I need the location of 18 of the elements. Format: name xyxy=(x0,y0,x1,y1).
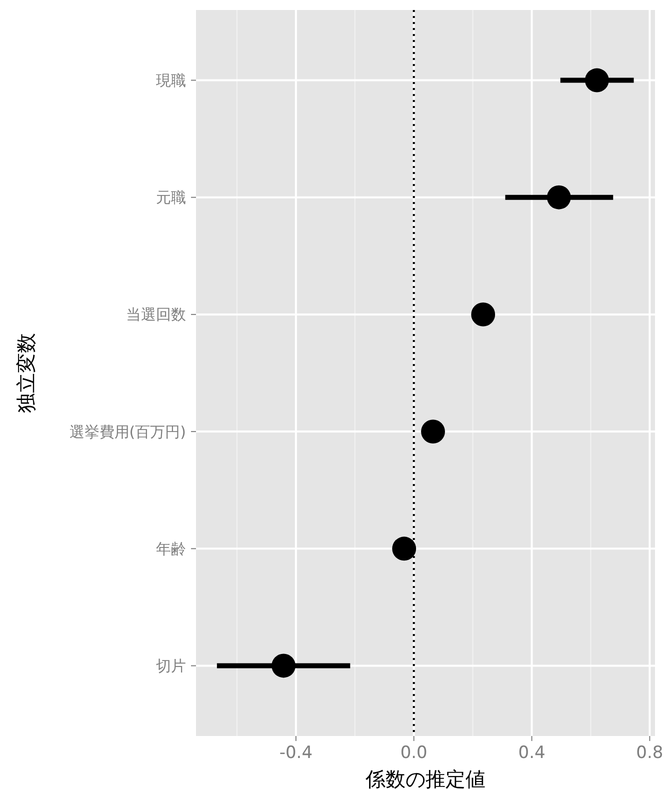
point xyxy=(584,68,609,92)
y-tick-label: 切片 xyxy=(156,656,186,675)
point xyxy=(392,536,416,561)
x-tick-label: -0.4 xyxy=(279,743,313,763)
y-tick-label: 現職 xyxy=(156,72,186,90)
y-tick-label: 当選回数 xyxy=(126,306,186,324)
point xyxy=(272,654,296,678)
point xyxy=(471,302,496,326)
x-axis-title: 係数の推定値 xyxy=(364,767,486,790)
y-axis-title: 独立変数 xyxy=(14,333,38,413)
point xyxy=(546,185,571,210)
point xyxy=(421,420,445,444)
y-tick-label: 選挙費用(百万円) xyxy=(69,422,186,441)
y-tick-label: 元職 xyxy=(156,188,186,207)
x-tick-label: 0.4 xyxy=(518,743,546,763)
x-tick-label: 0.8 xyxy=(636,743,664,763)
y-tick-label: 年齢 xyxy=(156,540,186,558)
x-tick-label: 0.0 xyxy=(400,743,428,763)
